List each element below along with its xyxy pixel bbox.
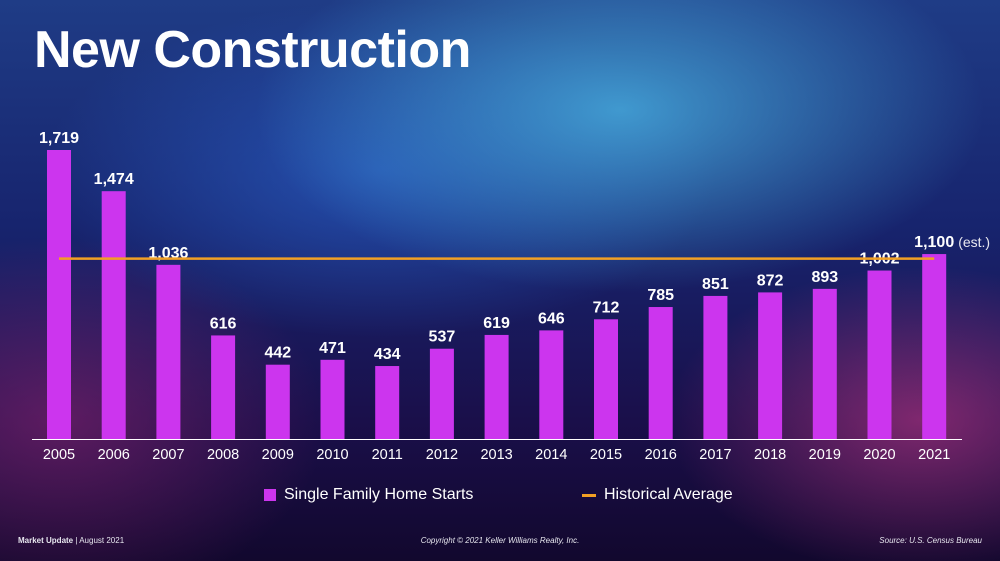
legend-item-historical-average: Historical Average (582, 486, 733, 504)
footer-copyright: Copyright © 2021 Keller Williams Realty,… (420, 536, 580, 545)
value-label-2012: 537 (429, 329, 456, 346)
bar-2018 (758, 292, 783, 439)
legend: Single Family Home Starts Historical Ave… (0, 486, 1000, 508)
x-tick-2016: 2016 (645, 447, 677, 463)
bar-2019 (812, 288, 837, 439)
legend-swatch-bar (264, 489, 276, 501)
bar-2005 (47, 150, 71, 439)
x-tick-2019: 2019 (809, 447, 841, 463)
bar-2007 (156, 264, 181, 439)
bar-2010 (320, 359, 345, 439)
value-label-2010: 471 (319, 340, 346, 357)
bar-2021 (922, 254, 947, 439)
bar-2013 (484, 334, 509, 439)
footer-brand: Market Update (18, 536, 74, 545)
x-tick-2010: 2010 (316, 447, 348, 463)
x-tick-2014: 2014 (535, 447, 567, 463)
value-label-2019: 893 (811, 269, 838, 286)
x-tick-2013: 2013 (480, 447, 512, 463)
value-label-2013: 619 (483, 315, 510, 332)
x-tick-2007: 2007 (152, 447, 184, 463)
x-tick-2009: 2009 (262, 447, 294, 463)
legend-item-home-starts: Single Family Home Starts (264, 486, 473, 504)
bars-group (47, 150, 947, 439)
annotation-est: (est.) (958, 234, 990, 250)
value-label-2017: 851 (702, 276, 729, 293)
x-tick-2008: 2008 (207, 447, 239, 463)
legend-swatch-line (582, 493, 596, 497)
bar-2017 (703, 295, 728, 439)
value-label-2011: 434 (374, 346, 401, 363)
x-tick-2017: 2017 (699, 447, 731, 463)
x-tick-2005: 2005 (43, 447, 75, 463)
footer-date: August 2021 (79, 536, 125, 545)
bar-2011 (375, 366, 400, 439)
bar-2014 (539, 330, 564, 439)
value-label-2005: 1,719 (39, 130, 79, 147)
bar-2015 (594, 319, 618, 439)
footer-left: Market Update | August 2021 (18, 536, 124, 545)
value-label-2009: 442 (264, 345, 291, 362)
footer-separator: | (75, 536, 78, 545)
value-label-2021: 1,100 (914, 234, 954, 251)
bar-2012 (429, 348, 454, 439)
legend-label-historical-average: Historical Average (604, 486, 733, 503)
bar-2020 (867, 270, 892, 439)
x-tick-2006: 2006 (98, 447, 130, 463)
x-tick-2011: 2011 (372, 447, 403, 463)
value-label-2018: 872 (757, 272, 784, 289)
footer-source: Source: U.S. Census Bureau (879, 536, 982, 545)
x-tick-2021: 2021 (918, 447, 950, 463)
value-label-2015: 712 (593, 299, 620, 316)
x-tick-2020: 2020 (863, 447, 895, 463)
bar-2016 (648, 307, 673, 439)
value-label-2006: 1,474 (94, 171, 134, 188)
bar-2009 (265, 364, 290, 439)
x-tick-2012: 2012 (426, 447, 458, 463)
x-tick-2018: 2018 (754, 447, 786, 463)
value-label-2008: 616 (210, 315, 237, 332)
bar-2008 (211, 335, 236, 439)
bar-2006 (101, 191, 126, 439)
x-tick-labels-group: 2005 2006 2007 2008 2009 2010 2011 2012 2013 2014… (43, 447, 950, 463)
value-label-2014: 646 (538, 310, 565, 327)
value-label-2016: 785 (647, 287, 674, 304)
x-tick-2015: 2015 (590, 447, 622, 463)
page-title: New Construction (34, 21, 471, 79)
legend-label-home-starts: Single Family Home Starts (284, 486, 474, 503)
